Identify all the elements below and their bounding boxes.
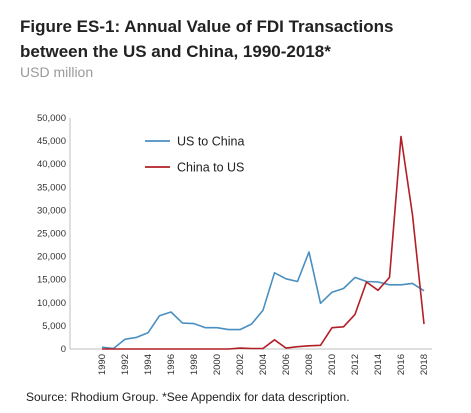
x-tick-label: 2014 [373, 354, 384, 375]
x-tick-label: 2002 [235, 354, 246, 375]
x-tick-label: 2006 [281, 354, 292, 375]
legend: US to China China to US [145, 135, 244, 175]
x-tick-label: 2010 [327, 354, 338, 375]
legend-label: US to China [177, 135, 244, 149]
x-tick-label: 2012 [350, 354, 361, 375]
y-tick-label: 0 [61, 344, 66, 355]
legend-label: China to US [177, 161, 244, 175]
y-tick-label: 45,000 [37, 136, 66, 147]
y-tick-label: 20,000 [37, 252, 66, 263]
y-tick-label: 50,000 [37, 113, 66, 124]
x-tick-label: 1992 [120, 354, 131, 375]
series-line-china-to-us [102, 135, 425, 350]
source-note: Source: Rhodium Group. *See Appendix for… [26, 390, 350, 404]
x-tick-labels: 1990 1992 1994 1996 1998 2000 2002 2004 2006 2008… [97, 354, 430, 375]
y-tick-label: 35,000 [37, 182, 66, 193]
y-tick-label: 30,000 [37, 205, 66, 216]
x-tick-label: 1994 [143, 354, 154, 375]
y-tick-label: 40,000 [37, 159, 66, 170]
series-lines [101, 135, 425, 350]
x-tick-label: 2018 [419, 354, 430, 375]
x-tick-label: 2004 [258, 354, 269, 375]
x-tick-label: 1998 [189, 354, 200, 375]
chart-subtitle: USD million [20, 64, 94, 80]
series-line-us-to-china [101, 251, 425, 350]
x-tick-label: 1996 [166, 354, 177, 375]
y-tick-label: 25,000 [37, 229, 66, 240]
x-tick-label: 2000 [212, 354, 223, 375]
y-tick-label: 5,000 [42, 321, 66, 332]
y-tick-labels: 0 5,000 10,000 15,000 20,000 25,000 30,000 35,0… [37, 113, 66, 355]
chart-title: Figure ES-1: Annual Value of FDI Transac… [20, 17, 394, 61]
x-tick-label: 2016 [396, 354, 407, 375]
x-tick-label: 2008 [304, 354, 315, 375]
y-tick-label: 15,000 [37, 275, 66, 286]
y-tick-label: 10,000 [37, 298, 66, 309]
x-tick-label: 1990 [97, 354, 108, 375]
